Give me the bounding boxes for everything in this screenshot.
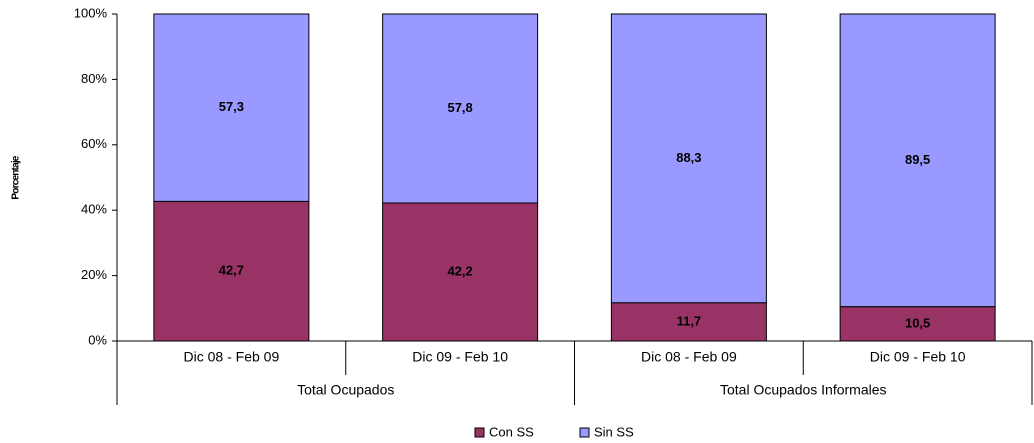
data-label: 88,3 [676,150,701,165]
y-tick-label: 80% [81,71,107,86]
x-tick-label: Dic 08 - Feb 09 [184,349,280,365]
group-label: Total Ocupados [297,382,394,398]
bar-segment [382,13,539,204]
data-label: 11,7 [677,313,702,328]
data-label: 42,2 [447,263,472,278]
data-label: 42,7 [219,263,244,278]
y-tick-label: 60% [81,136,107,151]
data-label: 10,5 [905,315,930,330]
y-tick-label: 20% [81,267,107,282]
y-tick-label: 100% [74,5,108,20]
y-tick-label: 0% [88,332,107,347]
legend-swatch [474,427,485,438]
bar-segment [839,306,996,342]
data-label: 57,3 [219,99,244,114]
legend-label: Sin SS [594,424,634,439]
x-tick-label: Dic 09 - Feb 10 [870,349,966,365]
y-tick-label: 40% [81,202,107,217]
x-tick-label: Dic 09 - Feb 10 [412,349,508,365]
group-label: Total Ocupados Informales [720,382,887,398]
x-tick-label: Dic 08 - Feb 09 [641,349,737,365]
bar-segment [153,13,310,202]
legend-swatch [579,427,590,438]
legend-label: Con SS [489,424,534,439]
bar-segment [382,202,539,342]
bar-segment [839,13,996,308]
data-label: 89,5 [905,152,930,167]
bar-segment [610,13,767,304]
bar-segment [610,302,767,342]
data-label: 57,8 [447,100,472,115]
y-axis-label: Porcentaje [11,155,22,199]
